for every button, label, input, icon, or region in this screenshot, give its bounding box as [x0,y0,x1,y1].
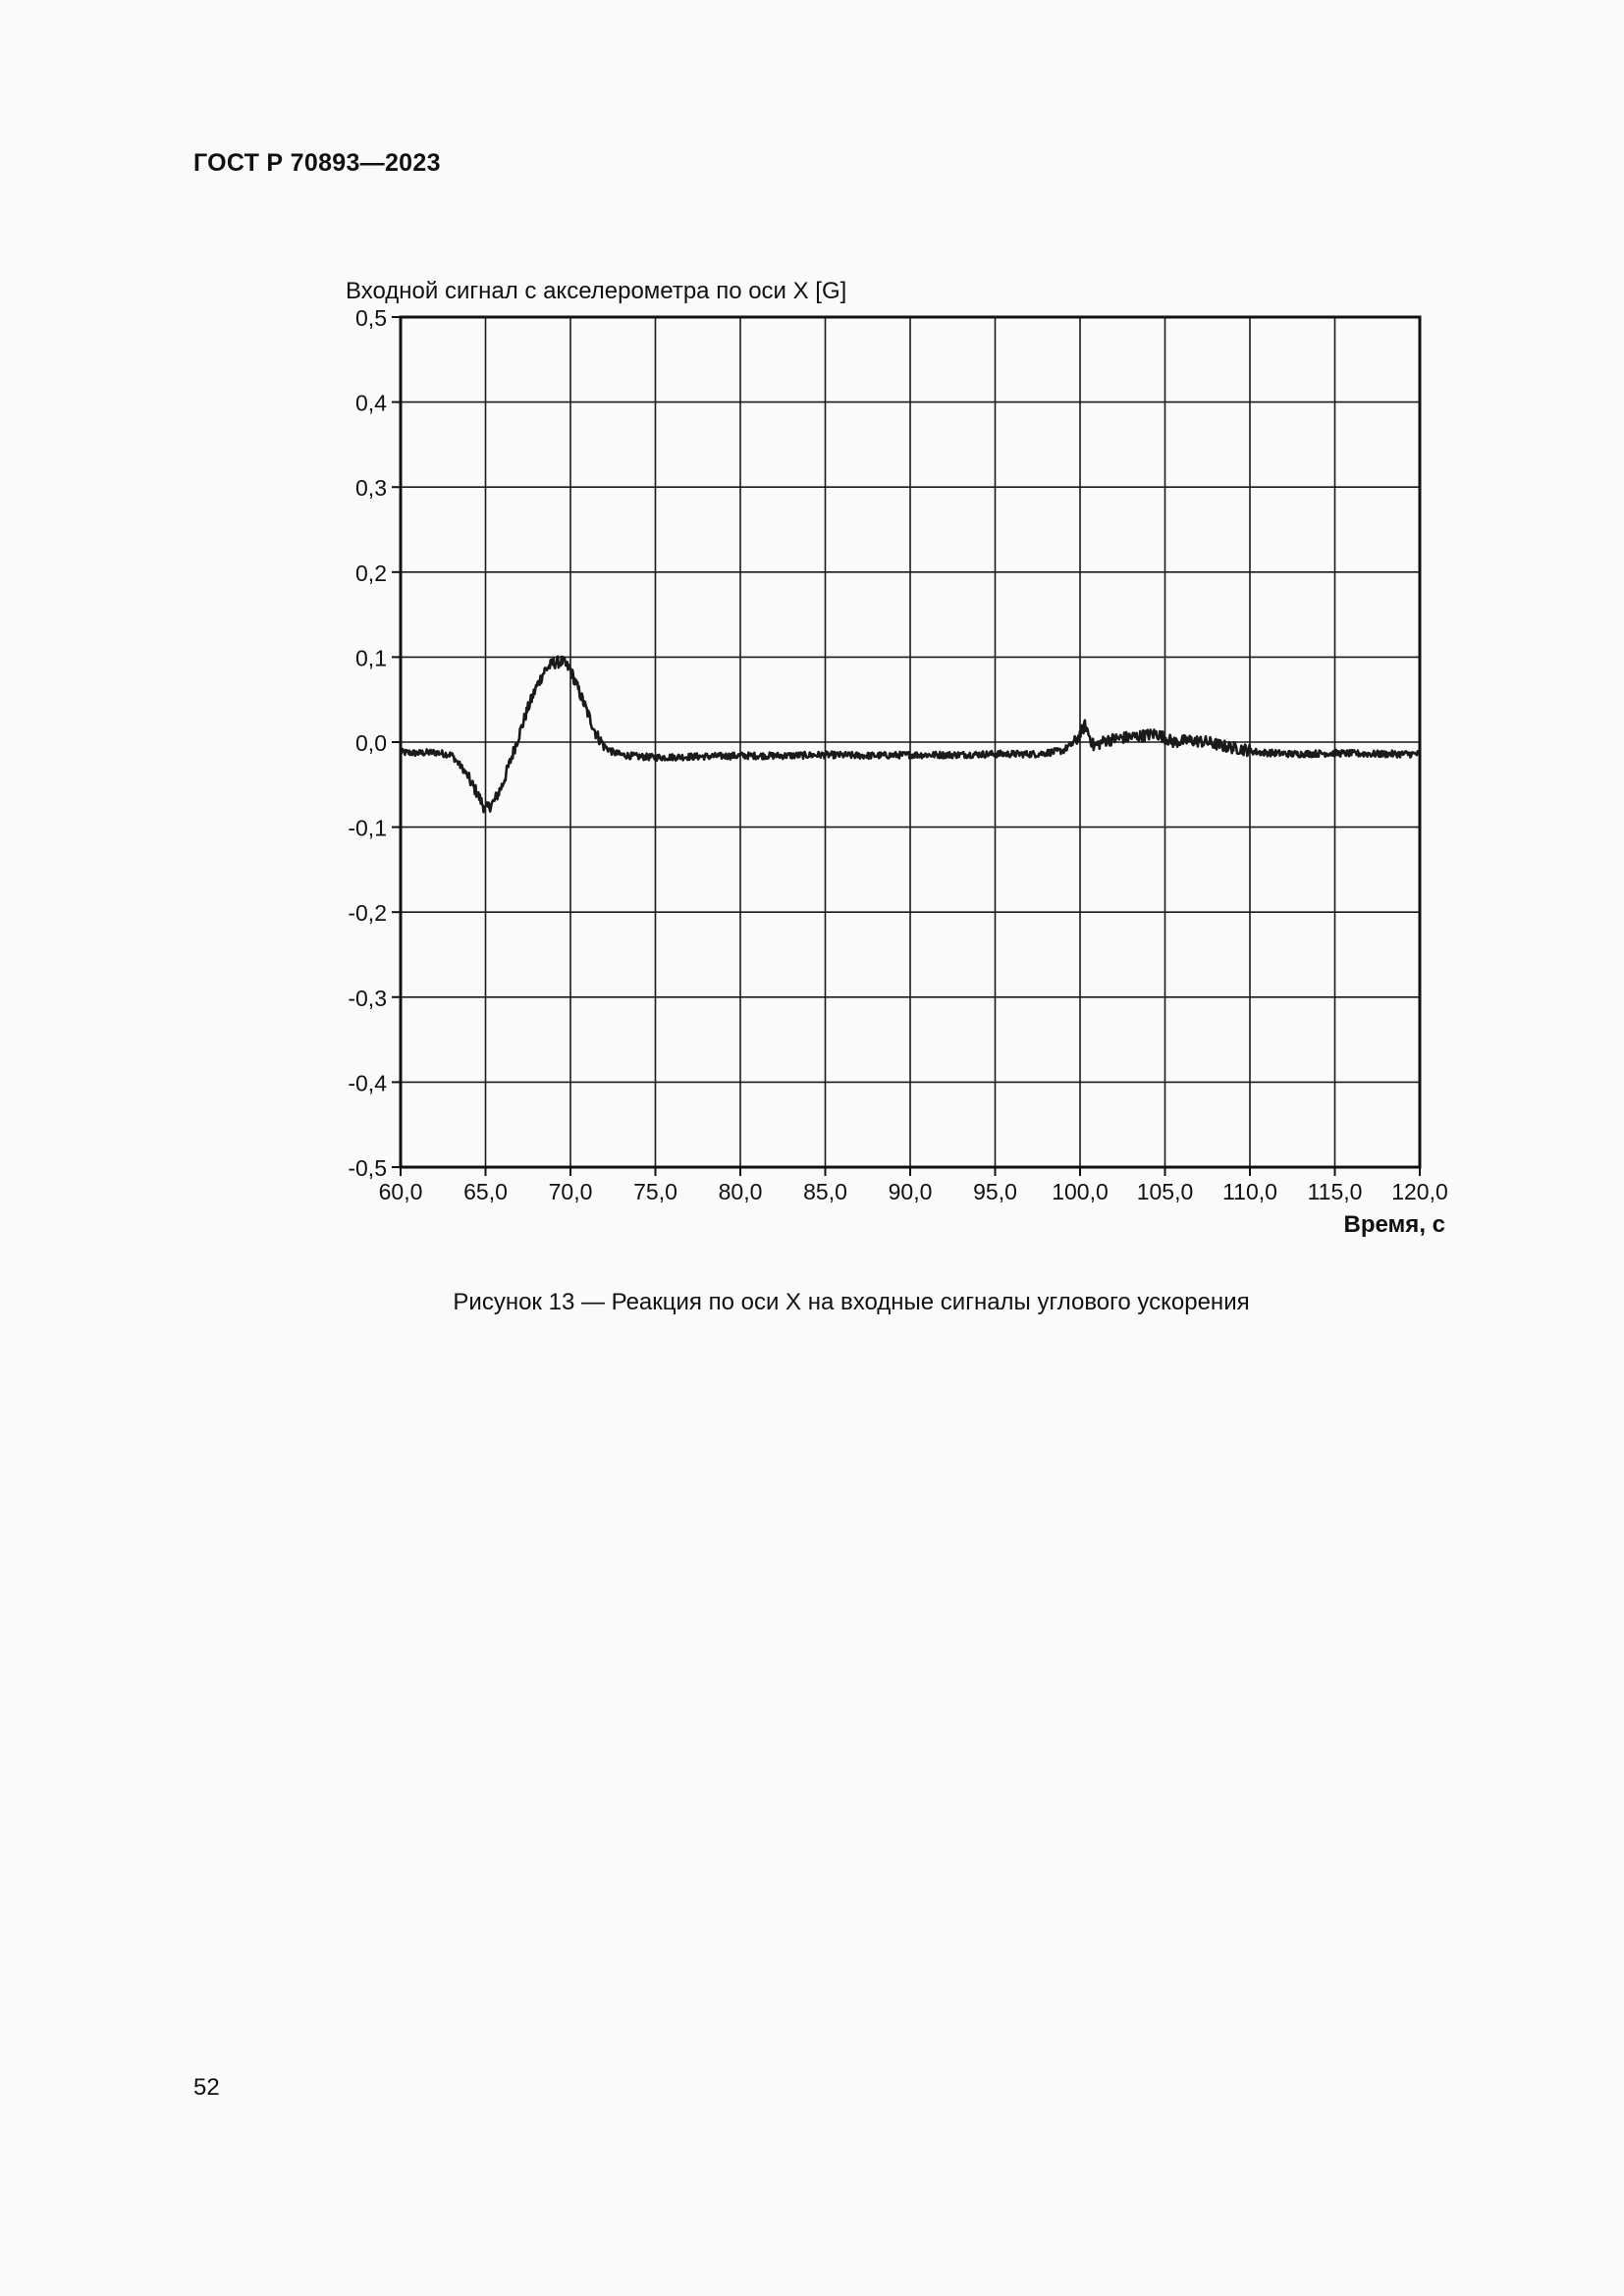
y-tick-label: -0,4 [348,1070,387,1095]
figure-caption: Рисунок 13 — Реакция по оси X на входные… [453,1289,1250,1315]
y-tick-label: -0,5 [348,1155,387,1181]
x-axis-label: Время, с [1344,1211,1445,1238]
x-tick-label: 65,0 [463,1179,508,1204]
x-tick-label: 105,0 [1137,1179,1194,1204]
chart: 0,5 0,4 0,3 0,2 0,1 0,0 -0,1 -0,2 -0,3 -0,4 -0,560… [346,278,1448,1238]
x-tick-label: 85,0 [803,1179,847,1204]
y-tick-label: 0,1 [355,645,387,670]
x-tick-label: 80,0 [719,1179,763,1204]
figure: 0,5 0,4 0,3 0,2 0,1 0,0 -0,1 -0,2 -0,3 -0,4 -0,5 60… [346,278,1448,1238]
y-tick-label: 0,2 [355,561,387,586]
y-tick-label: 0,5 [355,305,387,331]
x-tick-label: 120,0 [1391,1179,1448,1204]
y-tick-label: -0,2 [348,900,387,926]
y-tick-label: 0,3 [355,475,387,501]
document-code: ГОСТ Р 70893—2023 [193,149,441,177]
x-tick-label: 110,0 [1222,1179,1277,1204]
x-tick-label: 90,0 [889,1179,933,1204]
x-tick-label: 115,0 [1308,1179,1363,1204]
x-tick-label: 70,0 [549,1179,593,1204]
x-tick-label: 95,0 [973,1179,1017,1204]
y-tick-label: -0,3 [348,986,387,1011]
x-tick-label: 75,0 [633,1179,677,1204]
y-tick-label: -0,1 [348,816,387,841]
chart-title: Входной сигнал с акселерометра по оси X … [346,278,846,304]
series-line [399,655,1421,814]
y-tick-label: 0,0 [355,730,387,756]
x-tick-label: 100,0 [1052,1179,1109,1204]
x-tick-label: 60,0 [379,1179,423,1204]
y-tick-label: 0,4 [355,391,387,416]
page-number: 52 [193,2074,220,2101]
